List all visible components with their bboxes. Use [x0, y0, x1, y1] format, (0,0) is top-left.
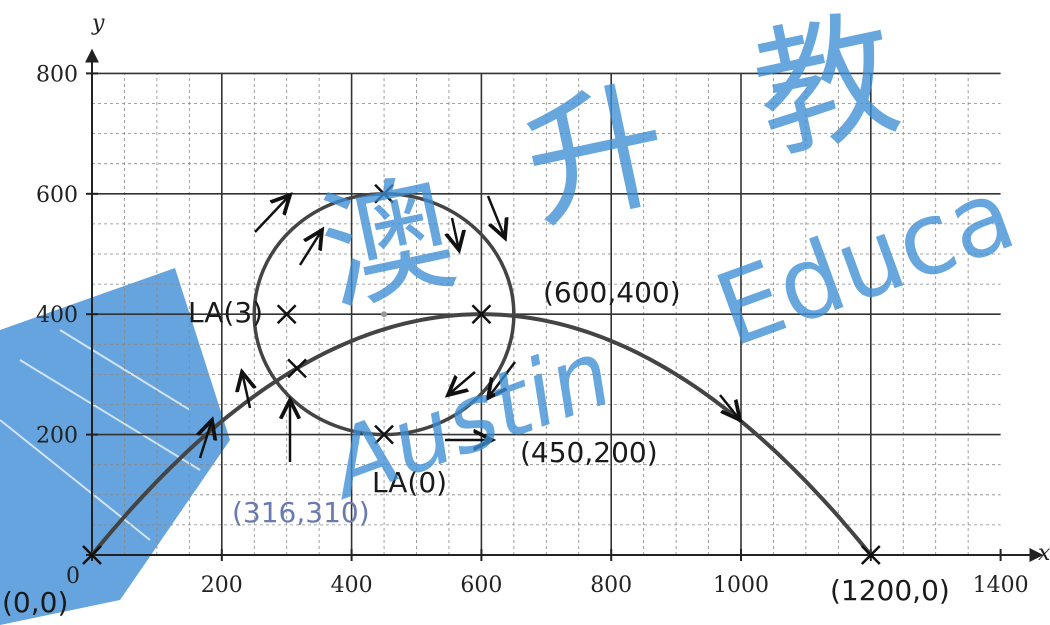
x-tick-label: 1400 — [973, 573, 1029, 598]
x-tick-label: 200 — [201, 573, 243, 598]
x-tick-label: 400 — [331, 573, 373, 598]
point-marker — [82, 545, 102, 565]
circle-center-point — [381, 311, 388, 318]
point-marker — [860, 545, 881, 565]
y-tick-label: 600 — [36, 183, 78, 208]
direction-arrows — [200, 195, 740, 462]
watermark-char-3: 教 — [741, 0, 912, 181]
origin-label: 0 — [66, 564, 80, 589]
point-marker — [374, 424, 394, 445]
point-marker — [471, 304, 492, 325]
annotation-origin: (0,0) — [2, 586, 68, 619]
watermark-shape — [0, 268, 230, 625]
y-tick-label: 200 — [36, 424, 78, 449]
annotation-600-400: (600,400) — [543, 276, 681, 309]
x-axis-label: x — [1038, 541, 1050, 566]
point-marker — [287, 358, 307, 379]
watermark-latin-1: Austin — [312, 319, 625, 520]
x-tick-label: 600 — [460, 573, 502, 598]
point-marker — [276, 304, 297, 325]
watermark-latin-2: Educa — [701, 155, 1029, 370]
y-tick-label: 800 — [36, 62, 78, 87]
annotation-la3: LA(3) — [188, 296, 263, 329]
point-marker — [374, 183, 394, 204]
y-axis-label: y — [91, 11, 105, 36]
watermark-char-1: 澳 — [309, 156, 468, 332]
annotation-450-200: (450,200) — [520, 436, 658, 469]
annotation-la0: LA(0) — [372, 466, 447, 499]
tick-labels: 200 400 600 800 1000 1400 800 600 400 200 — [36, 62, 1029, 598]
x-tick-label: 1000 — [713, 573, 769, 598]
annotation-1200-0: (1200,0) — [830, 574, 950, 607]
annotation-316-310: (316,310) — [232, 496, 370, 529]
x-tick-label: 800 — [590, 573, 632, 598]
y-tick-label: 400 — [36, 303, 78, 328]
watermark-char-2: 升 — [511, 62, 682, 251]
